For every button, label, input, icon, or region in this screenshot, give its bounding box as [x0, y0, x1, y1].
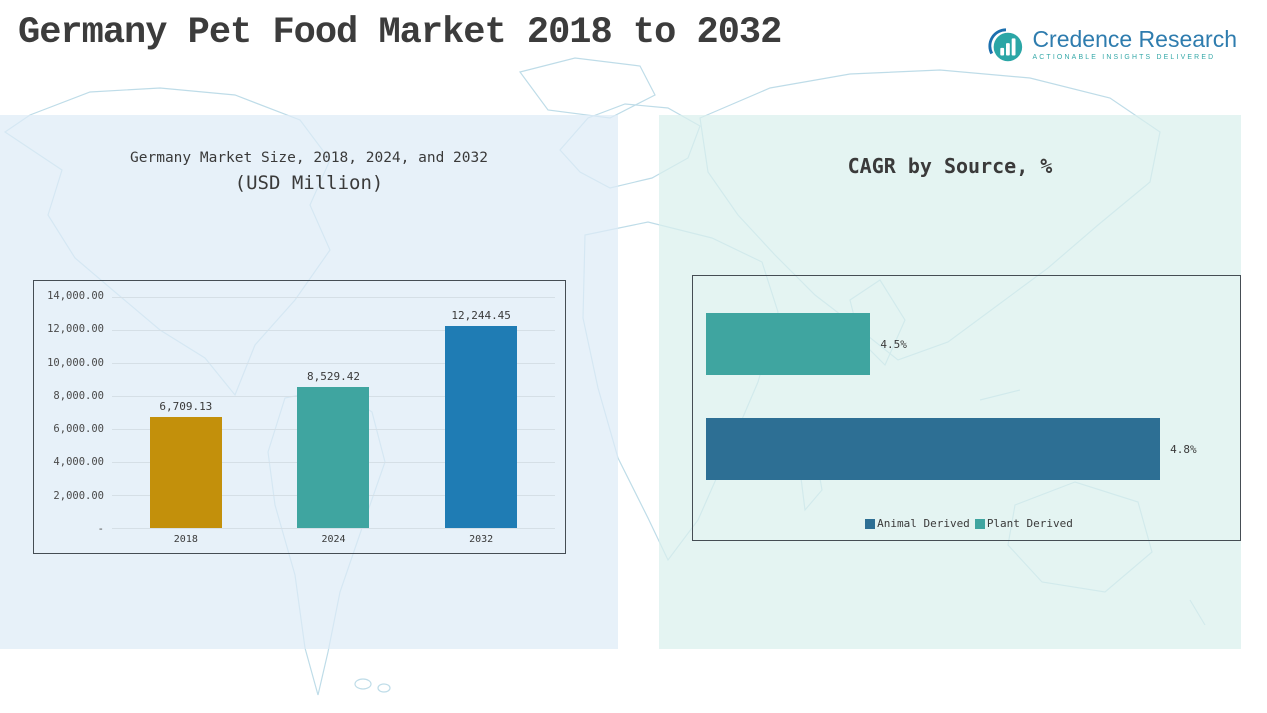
x-axis: 2018 2024 2032	[112, 534, 555, 545]
y-axis: 14,000.00 12,000.00 10,000.00 8,000.00 6…	[34, 290, 104, 535]
legend-swatch-animal-derived	[865, 518, 876, 529]
legend-label-animal-derived: Animal Derived	[877, 517, 970, 530]
bar-2032	[445, 325, 518, 528]
y-tick-label: 12,000.00	[47, 323, 104, 336]
brand-text-block: Credence Research Actionable Insights De…	[1032, 26, 1237, 62]
brand-name: Credence Research	[1032, 26, 1237, 52]
y-tick-label: 14,000.00	[47, 290, 104, 302]
right-panel	[659, 115, 1241, 649]
bar-value-label: 8,529.42	[306, 370, 360, 384]
gridline	[112, 363, 555, 364]
bar-value-label: 6,709.13	[159, 400, 213, 414]
y-tick-label: -	[97, 522, 104, 535]
x-axis-label: 2018	[173, 534, 198, 545]
bar-chart-logo-icon	[988, 28, 1023, 62]
plot-area: 6,709.13 8,529.42 12,244.45	[112, 297, 555, 529]
bar-value-label: 4.8%	[1170, 442, 1197, 456]
bar-group-2032: 12,244.45	[408, 297, 554, 528]
bar-group-animal-derived: 4.8%	[706, 418, 1228, 480]
page-title: Germany Pet Food Market 2018 to 2032	[18, 12, 782, 54]
gridline	[112, 528, 555, 529]
bar-value-label: 12,244.45	[451, 308, 511, 322]
x-axis-label: 2032	[469, 534, 494, 545]
market-size-chart: 14,000.00 12,000.00 10,000.00 8,000.00 6…	[33, 280, 566, 554]
bar-plant-derived	[706, 313, 871, 375]
legend: Animal Derived Plant Derived	[693, 517, 1240, 530]
bar-value-label: 4.5%	[880, 337, 907, 351]
brand-logo: Credence Research Actionable Insights De…	[987, 26, 1237, 65]
y-tick-label: 6,000.00	[53, 423, 104, 436]
market-size-chart-title: Germany Market Size, 2018, 2024, and 203…	[130, 150, 488, 166]
bar-2018	[149, 417, 222, 528]
bar-2024	[297, 387, 370, 528]
market-size-chart-subtitle: (USD Million)	[234, 172, 384, 194]
x-axis-label: 2024	[321, 534, 346, 545]
bar-series: 6,709.13 8,529.42 12,244.45	[112, 297, 555, 528]
y-tick-label: 8,000.00	[53, 389, 104, 402]
bar-animal-derived	[706, 418, 1161, 480]
y-tick-label: 2,000.00	[53, 489, 104, 502]
gridline	[112, 297, 555, 298]
brand-tagline: Actionable Insights Delivered	[1032, 54, 1216, 62]
gridline	[112, 330, 555, 331]
bar-group-2018: 6,709.13	[113, 297, 259, 528]
y-tick-label: 10,000.00	[47, 356, 104, 369]
bar-group-2024: 8,529.42	[260, 297, 406, 528]
legend-swatch-plant-derived	[974, 518, 985, 529]
cagr-chart: 4.5% 4.8% Animal Derived Plant Derived	[692, 275, 1241, 541]
legend-label-plant-derived: Plant Derived	[986, 517, 1073, 530]
bar-group-plant-derived: 4.5%	[706, 313, 1228, 375]
y-tick-label: 4,000.00	[53, 456, 104, 469]
cagr-chart-title: CAGR by Source, %	[847, 154, 1053, 178]
market-size-chart-heading: Germany Market Size, 2018, 2024, and 203…	[0, 150, 618, 194]
